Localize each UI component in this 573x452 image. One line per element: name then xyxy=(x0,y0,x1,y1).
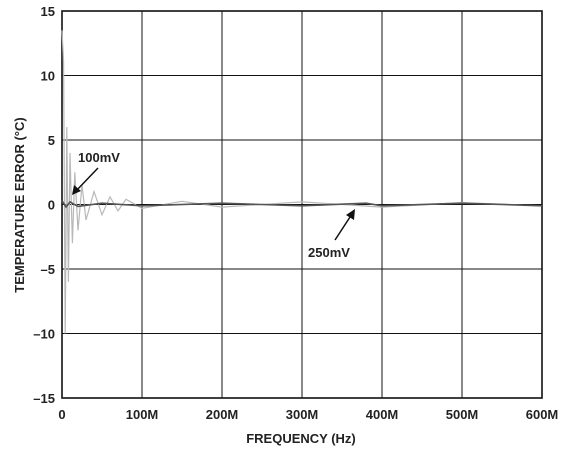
x-tick-label: 500M xyxy=(446,407,479,422)
y-tick-label: 15 xyxy=(41,4,55,19)
x-tick-label: 300M xyxy=(286,407,319,422)
x-tick-label: 600M xyxy=(526,407,559,422)
series-line-100mv xyxy=(61,30,543,334)
series-layer xyxy=(61,30,543,334)
annotation-100mv: 100mV xyxy=(72,150,120,195)
annotation-250mv-label: 250mV xyxy=(308,245,350,260)
grid xyxy=(61,10,543,399)
annotation-100mv-arrowhead xyxy=(72,185,81,195)
y-tick-label: –10 xyxy=(33,327,55,342)
x-tick-labels: 0 100M 200M 300M 400M 500M 600M xyxy=(58,407,558,422)
annotation-250mv: 250mV xyxy=(308,209,355,260)
y-axis-title: TEMPERATURE ERROR (°C) xyxy=(12,117,27,292)
annotation-250mv-arrowhead xyxy=(346,209,355,220)
annotation-100mv-arrow xyxy=(74,167,99,193)
x-tick-label: 0 xyxy=(58,407,65,422)
annotation-250mv-arrow xyxy=(334,213,353,241)
series-line-250mv xyxy=(61,200,543,209)
y-tick-label: 10 xyxy=(41,69,55,84)
y-tick-label: –5 xyxy=(41,262,55,277)
y-tick-labels: 15 10 5 0 –5 –10 –15 xyxy=(33,4,55,406)
x-tick-label: 200M xyxy=(206,407,239,422)
x-tick-label: 100M xyxy=(126,407,159,422)
x-axis-title: FREQUENCY (Hz) xyxy=(246,431,356,446)
y-tick-label: 0 xyxy=(48,198,55,213)
x-tick-label: 400M xyxy=(366,407,399,422)
y-tick-label: –15 xyxy=(33,391,55,406)
annotation-100mv-label: 100mV xyxy=(78,150,120,165)
y-tick-label: 5 xyxy=(48,133,55,148)
